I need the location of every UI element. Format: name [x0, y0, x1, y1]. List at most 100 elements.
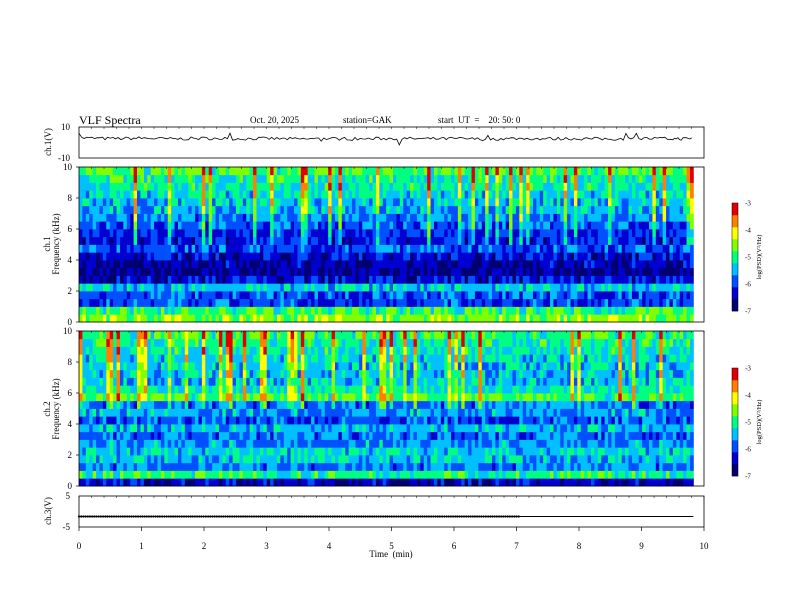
- spectrogram-cell: [229, 338, 233, 347]
- spectrogram-cell: [618, 306, 623, 315]
- spectrogram-cell: [188, 447, 193, 456]
- spectrogram-cell: [184, 174, 189, 183]
- spectrogram-cell: [317, 221, 322, 230]
- spectrogram-cell: [406, 182, 411, 191]
- spectrogram-cell: [283, 174, 288, 183]
- spectrogram-cell: [348, 260, 353, 269]
- spectrogram-cell: [239, 431, 244, 440]
- spectrogram-cell: [300, 221, 305, 230]
- spectrogram-cell: [570, 291, 575, 300]
- spectrogram-cell: [106, 298, 111, 307]
- spectrogram-cell: [686, 229, 691, 238]
- spectrogram-cell: [413, 190, 418, 199]
- spectrogram-cell: [386, 174, 390, 183]
- spectrogram-cell: [608, 221, 612, 230]
- spectrogram-cell: [191, 377, 196, 386]
- spectrogram-cell: [89, 205, 94, 214]
- spectrogram-cell: [222, 167, 227, 176]
- spectrogram-cell: [137, 236, 141, 245]
- spectrogram-cell: [406, 291, 411, 300]
- spectrogram-cell: [553, 314, 558, 323]
- spectrogram-cell: [686, 283, 691, 292]
- spectrogram-cell: [229, 369, 233, 378]
- spectrogram-cell: [635, 314, 640, 323]
- spectrogram-cell: [608, 298, 612, 307]
- spectrogram-cell: [495, 267, 500, 276]
- spectrogram-cell: [584, 190, 588, 199]
- spectrogram-cell: [689, 283, 694, 292]
- spectrogram-cell: [82, 306, 87, 315]
- spectrogram-cell: [266, 174, 271, 183]
- spectrogram-cell: [215, 346, 220, 355]
- spectrogram-cell: [526, 260, 530, 269]
- spectrogram-cell: [273, 174, 278, 183]
- spectrogram-cell: [150, 369, 155, 378]
- spectrogram-cell: [331, 275, 336, 284]
- spectrogram-cell: [427, 314, 431, 323]
- spectrogram-cell: [215, 377, 220, 386]
- spectrogram-cell: [488, 236, 493, 245]
- spectrogram-cell: [307, 229, 312, 238]
- spectrogram-cell: [529, 182, 534, 191]
- spectrogram-cell: [143, 377, 148, 386]
- spectrogram-cell: [195, 393, 199, 402]
- spectrogram-cell: [273, 244, 278, 253]
- spectrogram-cell: [259, 213, 264, 222]
- spectrogram-cell: [116, 260, 121, 269]
- spectrogram-cell: [304, 236, 309, 245]
- spectrogram-cell: [676, 190, 681, 199]
- spectrogram-cell: [246, 431, 251, 440]
- spectrogram-cell: [628, 174, 633, 183]
- spectrogram-cell: [362, 190, 367, 199]
- spectrogram-cell: [92, 462, 97, 471]
- spectrogram-cell: [113, 236, 117, 245]
- spectrogram-cell: [225, 174, 230, 183]
- spectrogram-cell: [123, 229, 128, 238]
- spectrogram-cell: [447, 190, 452, 199]
- spectrogram-cell: [249, 439, 254, 448]
- spectrogram-cell: [338, 221, 343, 230]
- spectrogram-cell: [263, 298, 268, 307]
- spectrogram-cell: [126, 362, 131, 371]
- spectrogram-cell: [440, 306, 445, 315]
- spectrogram-cell: [543, 244, 547, 253]
- spectrogram-cell: [184, 221, 189, 230]
- spectrogram-cell: [191, 338, 196, 347]
- spectrogram-cell: [205, 205, 210, 214]
- spectrogram-cell: [266, 229, 271, 238]
- spectrogram-cell: [683, 213, 687, 222]
- spectrogram-cell: [311, 252, 315, 261]
- spectrogram-cell: [85, 275, 90, 284]
- spectrogram-cell: [171, 331, 175, 340]
- spectrogram-cell: [150, 229, 155, 238]
- spectrogram-cell: [283, 275, 288, 284]
- spectrogram-cell: [123, 439, 128, 448]
- spectrogram-cell: [126, 205, 131, 214]
- spectrogram-cell: [457, 267, 462, 276]
- spectrogram-cell: [529, 267, 534, 276]
- spectrogram-cell: [96, 478, 100, 487]
- spectrogram-cell: [157, 306, 162, 315]
- spectrogram-cell: [532, 252, 537, 261]
- spectrogram-cell: [324, 182, 329, 191]
- spectrogram-cell: [246, 439, 251, 448]
- spectrogram-cell: [79, 283, 83, 292]
- spectrogram-cell: [201, 291, 206, 300]
- spectrogram-cell: [669, 205, 674, 214]
- spectrogram-cell: [369, 213, 373, 222]
- spectrogram-cell: [601, 260, 606, 269]
- spectrogram-cell: [580, 205, 585, 214]
- spectrogram-cell: [253, 400, 257, 409]
- spectrogram-cell: [133, 408, 138, 417]
- spectrogram-cell: [573, 213, 578, 222]
- spectrogram-cell: [239, 314, 244, 323]
- spectrogram-cell: [362, 221, 367, 230]
- spectrogram-cell: [218, 400, 223, 409]
- spectrogram-cell: [253, 416, 257, 425]
- spectrogram-cell: [416, 182, 421, 191]
- spectrogram-cell: [539, 298, 544, 307]
- spectrogram-cell: [270, 354, 274, 363]
- spectrogram-cell: [638, 213, 643, 222]
- spectrogram-cell: [447, 283, 452, 292]
- spectrogram-cell: [375, 275, 380, 284]
